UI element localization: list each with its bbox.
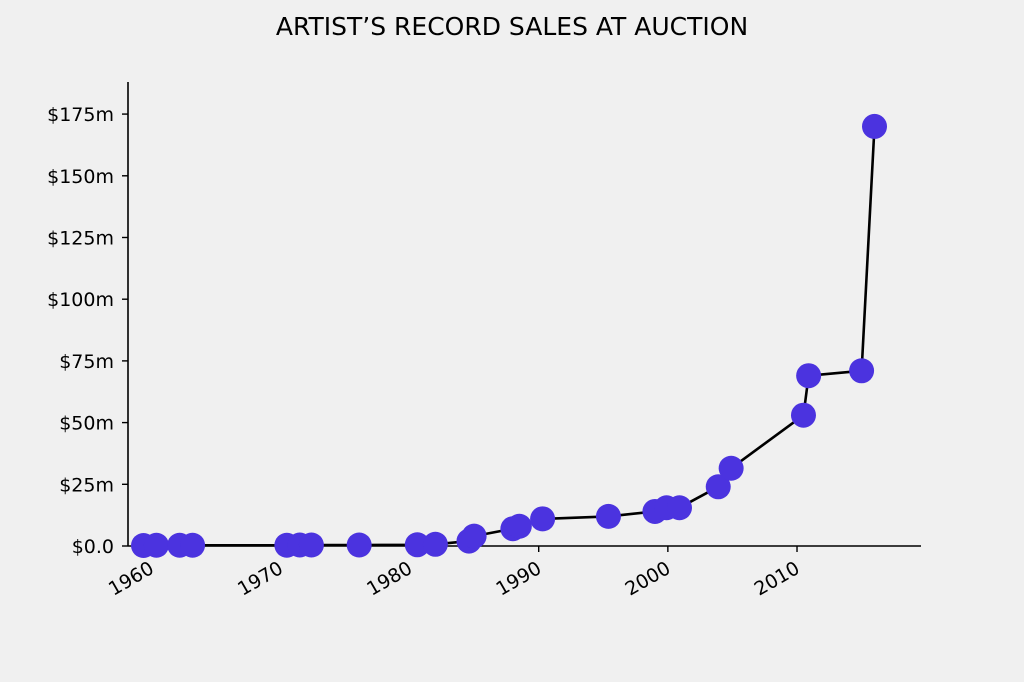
series-line-layer [143, 126, 876, 547]
data-point [461, 523, 487, 549]
data-point [796, 363, 822, 389]
x-tick-label: 2000 [621, 557, 674, 600]
data-point [666, 495, 692, 521]
data-point [404, 532, 430, 558]
y-tick-label: $25m [59, 474, 114, 496]
data-point [506, 513, 532, 539]
data-point [298, 532, 324, 558]
y-tick-label: $0.0 [72, 536, 114, 558]
data-points-layer [130, 113, 888, 559]
data-point [346, 532, 372, 558]
data-point [422, 531, 448, 557]
data-point [143, 532, 169, 558]
x-tick-label: 2010 [751, 557, 804, 600]
y-tick-label: $175m [47, 104, 114, 126]
chart-title: ARTIST’S RECORD SALES AT AUCTION [276, 12, 748, 41]
y-tick-label: $150m [47, 166, 114, 188]
x-tick-label: 1990 [492, 557, 545, 600]
y-tick-label: $125m [47, 227, 114, 249]
data-point [705, 474, 731, 500]
data-point [790, 402, 816, 428]
x-tick-label: 1980 [363, 557, 416, 600]
y-tick-label: $50m [59, 413, 114, 435]
data-point [849, 358, 875, 384]
axes: $0.0 $25m $50m $75m $100m $125m $150m $175m 1960… [47, 82, 921, 601]
data-point [595, 503, 621, 529]
data-point [862, 113, 888, 139]
x-tick-label: 1970 [234, 557, 287, 600]
data-point [718, 455, 744, 481]
y-tick-label: $75m [59, 351, 114, 373]
series-line [143, 126, 876, 547]
data-point [530, 506, 556, 532]
y-tick-label: $100m [47, 289, 114, 311]
x-tick-label: 1960 [105, 557, 158, 600]
data-point [180, 532, 206, 558]
